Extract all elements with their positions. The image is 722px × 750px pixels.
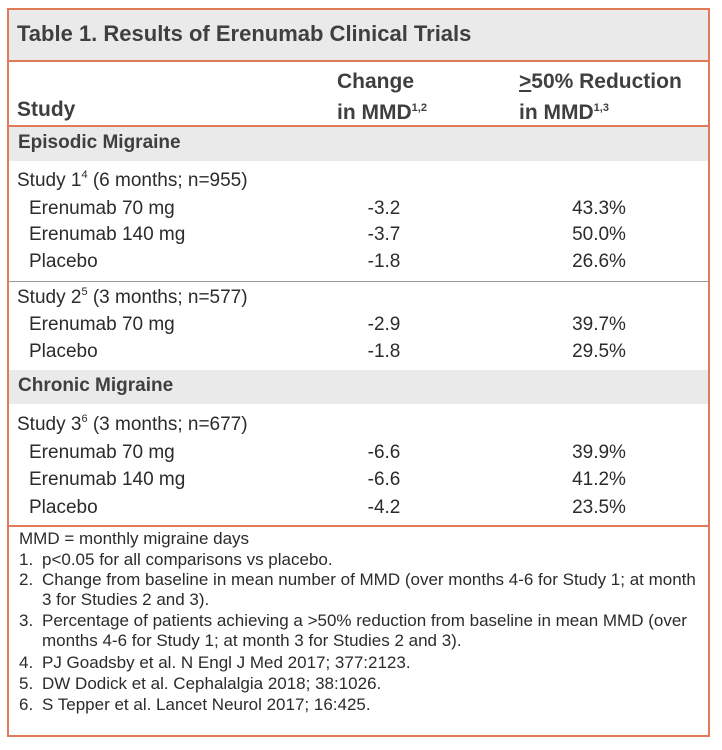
reduction-value: 26.6%	[572, 251, 626, 272]
study-heading: Study 25 (3 months; n=577)	[17, 286, 248, 308]
arm-name: Placebo	[29, 497, 98, 518]
arm-name: Placebo	[29, 251, 98, 272]
table-title: Table 1. Results of Erenumab Clinical Tr…	[17, 21, 472, 46]
column-header-change-line2: in MMD1,2	[337, 101, 427, 124]
column-header-reduction-sup: 1,3	[593, 102, 609, 114]
study-heading: Study 14 (6 months; n=955)	[17, 169, 248, 191]
reduction-value: 43.3%	[572, 198, 626, 219]
study-heading: Study 36 (3 months; n=677)	[17, 413, 248, 435]
section-label: Chronic Migraine	[18, 375, 174, 396]
reduction-value: 39.7%	[572, 314, 626, 335]
table-title-bar: Table 1. Results of Erenumab Clinical Tr…	[9, 10, 708, 62]
results-table: Table 1. Results of Erenumab Clinical Tr…	[7, 8, 710, 737]
column-header-change-line1: Change	[337, 70, 415, 93]
column-header-study: Study	[17, 98, 76, 121]
section-episodic: Episodic Migraine	[9, 127, 708, 161]
change-value: -4.2	[367, 497, 401, 518]
column-header-change-sup: 1,2	[411, 102, 427, 114]
header-divider	[9, 125, 708, 127]
arm-name: Erenumab 70 mg	[29, 442, 175, 463]
section-chronic: Chronic Migraine	[9, 370, 708, 404]
arm-name: Erenumab 140 mg	[29, 224, 186, 245]
footnote-abbreviation: MMD = monthly migraine days	[19, 529, 250, 548]
change-value: -2.9	[367, 314, 401, 335]
reduction-value: 29.5%	[572, 341, 626, 362]
reduction-value: 23.5%	[572, 497, 626, 518]
change-value: -6.6	[367, 442, 401, 463]
change-value: -1.8	[367, 251, 401, 272]
column-header-change: Change in MMD1,2	[337, 68, 427, 126]
study-divider	[9, 281, 708, 282]
change-value: -1.8	[367, 341, 401, 362]
ge-symbol: >	[519, 70, 532, 93]
arm-name: Erenumab 70 mg	[29, 198, 175, 219]
column-header-reduction-line2: in MMD1,3	[519, 101, 609, 124]
footnote-divider	[9, 525, 708, 527]
change-value: -6.6	[367, 469, 401, 490]
change-value: -3.2	[367, 198, 401, 219]
reduction-value: 50.0%	[572, 224, 626, 245]
reduction-value: 41.2%	[572, 469, 626, 490]
reduction-value: 39.9%	[572, 442, 626, 463]
arm-name: Placebo	[29, 341, 98, 362]
arm-name: Erenumab 70 mg	[29, 314, 175, 335]
column-header-reduction: >50% Reduction in MMD1,3	[519, 68, 682, 126]
section-label: Episodic Migraine	[18, 132, 181, 153]
change-value: -3.7	[367, 224, 401, 245]
arm-name: Erenumab 140 mg	[29, 469, 186, 490]
column-header-reduction-line1: >50% Reduction	[519, 70, 682, 93]
